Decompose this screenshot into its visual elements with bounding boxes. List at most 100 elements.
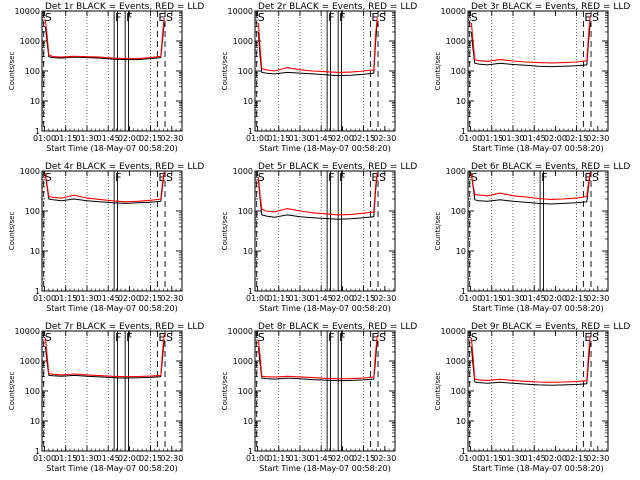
flare-marker-label: F: [115, 171, 121, 184]
x-tick-label: 01:45: [523, 454, 546, 463]
x-tick-label: 02:00: [118, 294, 141, 303]
y-axis-label: Counts/sec: [434, 372, 442, 411]
x-tick-label: 01:45: [310, 134, 333, 143]
plot-frame: [467, 170, 609, 292]
x-axis-label: Start Time (18-May-07 00:58:20): [259, 144, 390, 153]
series-events-line: [470, 342, 591, 386]
x-tick-label: 01:00: [246, 134, 269, 143]
series-lld-line: [44, 171, 165, 203]
x-tick-label: 02:15: [565, 454, 588, 463]
y-tick-label: 10: [456, 97, 466, 106]
y-tick-label: 100: [25, 207, 40, 216]
x-axis-label: Start Time (18-May-07 00:58:20): [259, 304, 390, 313]
y-axis-label: Counts/sec: [221, 212, 229, 251]
plot-frame: [254, 10, 396, 132]
x-tick-label: 02:30: [373, 294, 396, 303]
x-tick-label: 01:45: [97, 294, 120, 303]
saa-marker-label: S: [166, 331, 173, 344]
y-tick-label: 10: [243, 417, 253, 426]
plot-frame: [254, 170, 396, 292]
y-tick-label: 1: [248, 127, 253, 136]
panel-title: Det 5r BLACK = Events, RED = LLD: [258, 162, 417, 172]
y-tick-label: 100: [238, 387, 253, 396]
y-tick-label: 1000: [233, 167, 253, 176]
series-events-line: [257, 174, 378, 220]
eclipse-marker-label: E: [158, 171, 165, 184]
saa-marker-label: S: [45, 331, 52, 344]
y-tick-label: 1000: [20, 167, 40, 176]
x-tick-label: 01:15: [480, 134, 503, 143]
x-tick-label: 01:30: [75, 134, 98, 143]
x-tick-label: 02:30: [586, 134, 609, 143]
detector-panel-7: Det 7r BLACK = Events, RED = LLD 1 10 100 10…: [8, 322, 204, 473]
saa-marker-label: S: [592, 11, 599, 24]
saa-marker-label: S: [471, 11, 478, 24]
series-events-line: [470, 22, 591, 68]
x-tick-label: 01:15: [267, 294, 290, 303]
x-tick-label: 01:45: [97, 454, 120, 463]
saa-marker-label: S: [258, 171, 265, 184]
y-tick-label: 1: [461, 287, 466, 296]
x-tick-label: 02:30: [160, 294, 183, 303]
y-tick-label: 100: [25, 67, 40, 76]
panel-title: Det 1r BLACK = Events, RED = LLD: [45, 2, 204, 12]
x-tick-label: 01:00: [33, 454, 56, 463]
series-events-line: [44, 339, 165, 379]
flare-marker-label: F: [115, 331, 121, 344]
plot-frame: [41, 170, 183, 292]
x-tick-label: 02:30: [373, 134, 396, 143]
flare-marker-label: F: [328, 11, 334, 24]
eclipse-marker-label: E: [371, 171, 378, 184]
y-tick-label: 1000: [233, 357, 253, 366]
x-tick-label: 01:45: [97, 134, 120, 143]
x-tick-label: 02:30: [160, 454, 183, 463]
series-lld-line: [44, 17, 165, 60]
x-tick-label: 01:30: [75, 454, 98, 463]
series-lld-line: [44, 333, 165, 378]
panel-title: Det 6r BLACK = Events, RED = LLD: [471, 162, 630, 172]
plot-frame: [41, 330, 183, 452]
x-tick-label: 02:00: [118, 454, 141, 463]
x-tick-label: 01:00: [246, 454, 269, 463]
x-tick-label: 01:00: [33, 294, 56, 303]
y-tick-label: 10: [243, 247, 253, 256]
y-tick-label: 100: [25, 387, 40, 396]
detector-panel-3: Det 3r BLACK = Events, RED = LLD 1 10 100 10…: [434, 2, 630, 153]
x-tick-label: 02:15: [139, 134, 162, 143]
saa-marker-label: S: [166, 171, 173, 184]
eclipse-marker-label: E: [584, 171, 591, 184]
x-tick-label: 01:30: [288, 294, 311, 303]
x-tick-label: 02:30: [160, 134, 183, 143]
y-tick-label: 10000: [441, 7, 466, 16]
y-tick-label: 10: [456, 247, 466, 256]
eclipse-marker-label: E: [371, 331, 378, 344]
saa-marker-label: S: [592, 171, 599, 184]
plot-frame: [254, 330, 396, 452]
saa-marker-label: S: [166, 11, 173, 24]
x-tick-label: 01:15: [54, 134, 77, 143]
eclipse-marker-label: E: [158, 11, 165, 24]
detector-panel-5: Det 5r BLACK = Events, RED = LLD 1 10 100 10…: [221, 162, 417, 313]
y-tick-label: 10000: [15, 7, 40, 16]
x-tick-label: 01:00: [459, 294, 482, 303]
x-tick-label: 01:45: [310, 454, 333, 463]
flare-marker-label: F: [115, 11, 121, 24]
series-lld-line: [257, 335, 378, 380]
plot-frame: [467, 10, 609, 132]
y-tick-label: 100: [451, 207, 466, 216]
x-axis-label: Start Time (18-May-07 00:58:20): [46, 144, 177, 153]
flare-marker-label: F: [126, 11, 132, 24]
flare-marker-label: F: [328, 171, 334, 184]
y-tick-label: 1: [248, 287, 253, 296]
x-tick-label: 01:15: [267, 454, 290, 463]
x-tick-label: 01:30: [501, 294, 524, 303]
saa-marker-label: S: [45, 171, 52, 184]
y-tick-label: 100: [451, 67, 466, 76]
x-tick-label: 02:15: [139, 294, 162, 303]
saa-marker-label: S: [592, 331, 599, 344]
y-axis-label: Counts/sec: [8, 212, 16, 251]
x-tick-label: 01:00: [246, 294, 269, 303]
y-tick-label: 1: [248, 447, 253, 456]
x-axis-label: Start Time (18-May-07 00:58:20): [472, 304, 603, 313]
y-tick-label: 10: [243, 97, 253, 106]
